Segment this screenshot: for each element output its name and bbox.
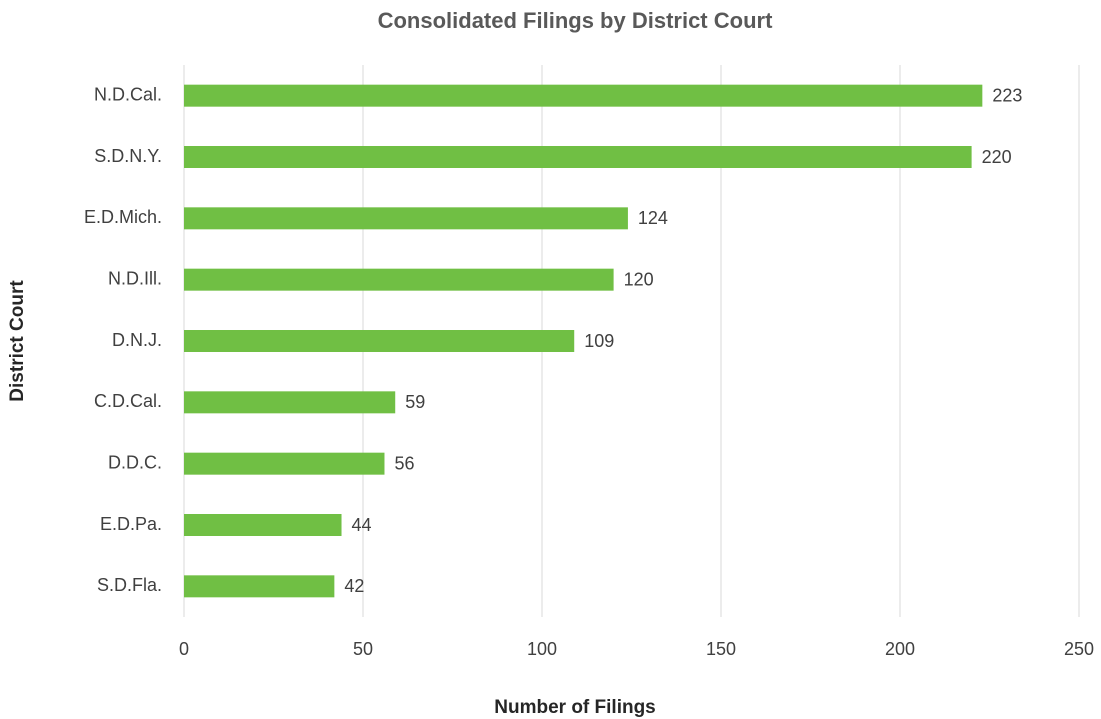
- y-tick-label: D.D.C.: [108, 452, 162, 472]
- data-label: 59: [405, 392, 425, 412]
- y-tick-label: C.D.Cal.: [94, 391, 162, 411]
- y-tick-label: E.D.Pa.: [100, 514, 162, 534]
- bar: [184, 391, 396, 414]
- data-label: 44: [352, 515, 372, 535]
- y-tick-label: D.N.J.: [112, 330, 162, 350]
- x-tick-label: 200: [885, 639, 915, 659]
- bar: [184, 207, 628, 230]
- y-tick-label: S.D.Fla.: [97, 575, 162, 595]
- data-label: 109: [584, 331, 614, 351]
- bar: [184, 575, 335, 598]
- x-tick-label: 150: [706, 639, 736, 659]
- data-label: 223: [992, 85, 1022, 105]
- x-tick-label: 50: [353, 639, 373, 659]
- data-label: 56: [394, 453, 414, 473]
- y-tick-label: N.D.Ill.: [108, 268, 162, 288]
- data-label: 124: [638, 208, 668, 228]
- bar: [184, 268, 614, 291]
- bar: [184, 330, 575, 352]
- y-tick-label: S.D.N.Y.: [94, 146, 162, 166]
- chart-title: Consolidated Filings by District Court: [378, 8, 773, 33]
- bar: [184, 84, 983, 107]
- x-axis-title: Number of Filings: [494, 697, 656, 718]
- x-tick-label: 100: [527, 639, 557, 659]
- y-tick-label: E.D.Mich.: [84, 207, 162, 227]
- y-tick-label: N.D.Cal.: [94, 84, 162, 104]
- x-tick-label: 250: [1064, 639, 1094, 659]
- data-label: 120: [624, 269, 654, 289]
- data-label: 42: [344, 576, 364, 596]
- bar: [184, 146, 972, 168]
- y-axis-title: District Court: [7, 280, 28, 402]
- bar: [184, 514, 342, 536]
- data-label: 220: [982, 147, 1012, 167]
- bar: [184, 452, 385, 475]
- x-tick-label: 0: [179, 639, 189, 659]
